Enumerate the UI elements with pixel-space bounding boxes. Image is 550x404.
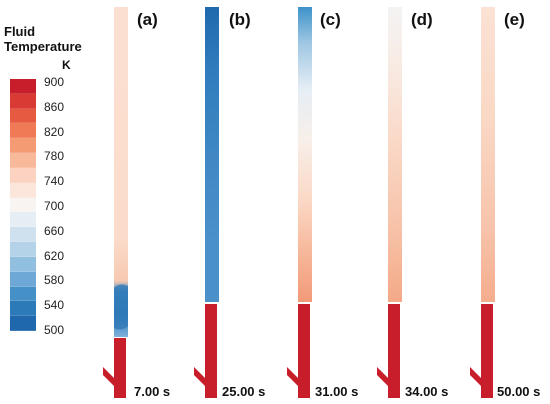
column-e bbox=[470, 7, 495, 398]
time-label-d: 34.00 s bbox=[405, 384, 449, 399]
column-d bbox=[377, 7, 402, 398]
panel-label-b: (b) bbox=[229, 10, 251, 29]
legend-tick-labels: 900 860 820 780 740 700 660 620 580 540 500 bbox=[44, 76, 84, 336]
legend-color-cell bbox=[10, 108, 36, 124]
column-d-heated-section bbox=[388, 304, 400, 398]
time-label-e: 50.00 s bbox=[497, 384, 541, 399]
column-e-fluid bbox=[481, 7, 495, 302]
column-b-fluid bbox=[205, 7, 219, 302]
legend-tick-label: 540 bbox=[44, 298, 65, 313]
legend-tick-label: 700 bbox=[44, 199, 65, 213]
legend-tick-label: 740 bbox=[44, 174, 65, 189]
column-a bbox=[103, 7, 128, 398]
legend-tick-label: 620 bbox=[44, 248, 65, 263]
legend-color-cell bbox=[10, 286, 36, 302]
legend-title-line1: Fluid bbox=[4, 24, 36, 39]
panel-label-d: (d) bbox=[411, 10, 433, 29]
legend-color-cell bbox=[10, 301, 36, 317]
column-e-inlet-pipe bbox=[470, 367, 483, 388]
time-label-c: 31.00 s bbox=[315, 384, 359, 399]
legend-color-cell bbox=[10, 316, 36, 332]
legend-color-cell bbox=[10, 256, 36, 272]
legend-color-cell bbox=[10, 79, 36, 94]
column-d-inlet-pipe bbox=[377, 367, 390, 388]
time-label-a: 7.00 s bbox=[134, 384, 171, 399]
legend-color-cell bbox=[10, 93, 36, 109]
legend-tick-label: 860 bbox=[44, 99, 65, 114]
legend-unit: K bbox=[62, 58, 71, 72]
column-b bbox=[194, 7, 219, 398]
legend-title-line2: Temperature bbox=[4, 39, 82, 54]
legend-color-cell bbox=[10, 167, 36, 183]
column-c-heated-section bbox=[298, 304, 310, 398]
legend-color-cell bbox=[10, 138, 36, 154]
time-label-b: 25.00 s bbox=[222, 384, 266, 399]
column-b-inlet-pipe bbox=[194, 367, 207, 388]
legend-color-cell bbox=[10, 153, 36, 168]
legend-color-cell bbox=[10, 123, 36, 139]
column-c bbox=[287, 7, 312, 398]
column-e-heated-section bbox=[481, 304, 493, 398]
legend-color-cell bbox=[10, 197, 36, 213]
panel-label-e: (e) bbox=[504, 10, 525, 29]
column-d-fluid bbox=[388, 7, 402, 302]
legend-color-cell bbox=[10, 271, 36, 287]
column-c-fluid bbox=[298, 7, 312, 302]
legend-tick-label: 900 bbox=[44, 75, 65, 89]
column-a-heated-section bbox=[114, 338, 126, 398]
panel-label-c: (c) bbox=[320, 10, 341, 29]
legend-color-bar bbox=[10, 79, 36, 332]
legend-title: Fluid Temperature bbox=[4, 24, 94, 54]
legend-tick-label: 580 bbox=[44, 273, 65, 288]
column-c-inlet-pipe bbox=[287, 367, 300, 388]
panel-label-a: (a) bbox=[137, 10, 158, 29]
column-a-plume bbox=[114, 284, 128, 330]
legend-tick-label: 660 bbox=[44, 223, 65, 238]
column-a-inlet-pipe bbox=[103, 367, 116, 388]
legend-tick-label: 820 bbox=[44, 124, 65, 139]
column-b-heated-section bbox=[205, 304, 217, 398]
legend-color-cell bbox=[10, 227, 36, 243]
legend-color-cell bbox=[10, 182, 36, 198]
legend-color-cell bbox=[10, 242, 36, 257]
legend-tick-label: 500 bbox=[44, 323, 65, 337]
column-a-fluid bbox=[114, 7, 128, 337]
legend-color-cell bbox=[10, 212, 36, 228]
legend-tick-label: 780 bbox=[44, 149, 65, 164]
